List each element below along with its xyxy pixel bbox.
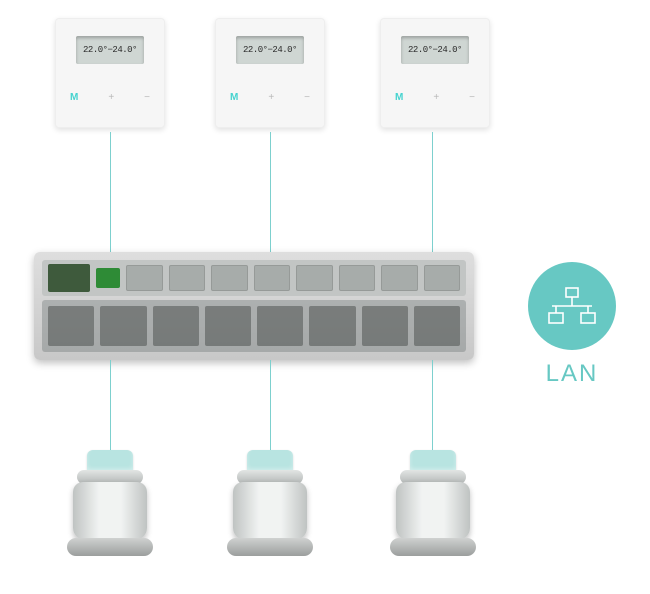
- thermostat-buttons: M + −: [395, 92, 475, 103]
- connection-line: [110, 360, 111, 450]
- actuator-cap: [410, 450, 456, 472]
- minus-button-icon: −: [304, 92, 310, 103]
- mode-button-icon: M: [70, 92, 78, 103]
- hub-slot: [48, 306, 94, 346]
- actuator-base: [67, 538, 153, 556]
- hub-slot: [414, 306, 460, 346]
- thermostat-display: 22.0°−24.0°: [76, 36, 144, 64]
- thermostat-display: 22.0°−24.0°: [401, 36, 469, 64]
- connection-line: [270, 360, 271, 450]
- connection-line: [432, 132, 433, 252]
- actuator-2: [225, 450, 315, 560]
- connection-line: [110, 132, 111, 252]
- hub-slot: [309, 306, 355, 346]
- hub-slot: [362, 306, 408, 346]
- hub-terminal: [96, 268, 120, 288]
- thermostat-2: 22.0°−24.0° M + −: [215, 18, 325, 128]
- thermostat-1: 22.0°−24.0° M + −: [55, 18, 165, 128]
- thermostat-buttons: M + −: [230, 92, 310, 103]
- hub-pcb: [48, 264, 90, 292]
- hub-relay: [339, 265, 376, 291]
- plus-button-icon: +: [433, 92, 439, 103]
- hub-relay: [126, 265, 163, 291]
- actuator-base: [227, 538, 313, 556]
- lan-badge: [528, 262, 616, 350]
- actuator-body: [73, 482, 147, 540]
- wiring-hub: [34, 252, 474, 360]
- actuator-1: [65, 450, 155, 560]
- hub-body: [42, 300, 466, 352]
- plus-button-icon: +: [108, 92, 114, 103]
- thermostat-3: 22.0°−24.0° M + −: [380, 18, 490, 128]
- minus-button-icon: −: [469, 92, 475, 103]
- hub-slot: [205, 306, 251, 346]
- mode-button-icon: M: [395, 92, 403, 103]
- hub-relay: [381, 265, 418, 291]
- actuator-body: [233, 482, 307, 540]
- plus-button-icon: +: [268, 92, 274, 103]
- hub-slot: [257, 306, 303, 346]
- connection-line: [432, 360, 433, 450]
- hub-relay: [424, 265, 461, 291]
- hub-slot: [153, 306, 199, 346]
- hub-relay: [296, 265, 333, 291]
- hub-relay: [254, 265, 291, 291]
- lan-label: LAN: [528, 360, 616, 388]
- thermostat-buttons: M + −: [70, 92, 150, 103]
- hub-slot: [100, 306, 146, 346]
- actuator-base: [390, 538, 476, 556]
- actuator-body: [396, 482, 470, 540]
- hub-relay: [211, 265, 248, 291]
- thermostat-display: 22.0°−24.0°: [236, 36, 304, 64]
- hub-relay: [169, 265, 206, 291]
- network-icon: [546, 286, 598, 326]
- hub-top-panel: [42, 260, 466, 296]
- mode-button-icon: M: [230, 92, 238, 103]
- actuator-3: [388, 450, 478, 560]
- actuator-cap: [247, 450, 293, 472]
- connection-line: [270, 132, 271, 252]
- actuator-cap: [87, 450, 133, 472]
- minus-button-icon: −: [144, 92, 150, 103]
